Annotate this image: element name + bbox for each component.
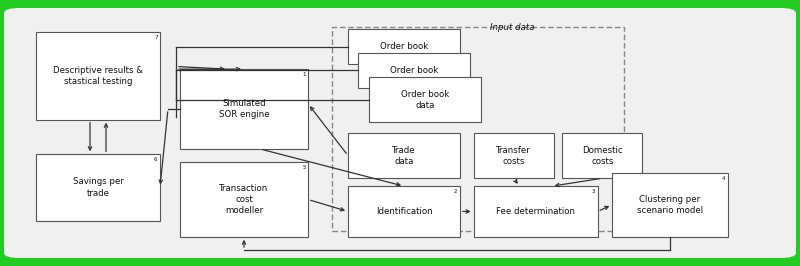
Text: 4: 4 <box>722 176 726 181</box>
Text: Savings per
trade: Savings per trade <box>73 177 123 198</box>
Text: Input data: Input data <box>490 23 534 32</box>
Text: 6: 6 <box>154 157 158 162</box>
Bar <box>36 154 160 221</box>
Text: Fee determination: Fee determination <box>496 207 575 216</box>
Text: Identification: Identification <box>376 207 432 216</box>
Bar <box>348 29 460 64</box>
Text: Descriptive results &
stastical testing: Descriptive results & stastical testing <box>53 66 143 86</box>
Text: Transfer
costs: Transfer costs <box>496 146 531 166</box>
Bar <box>358 53 470 88</box>
Text: Order book: Order book <box>390 66 438 75</box>
Bar <box>36 32 160 120</box>
Bar <box>474 186 598 237</box>
Text: Simulated
SOR engine: Simulated SOR engine <box>218 99 270 119</box>
Text: 7: 7 <box>154 35 158 40</box>
Text: 2: 2 <box>454 189 458 194</box>
Text: Trade
data: Trade data <box>392 146 416 166</box>
Text: 1: 1 <box>302 72 306 77</box>
Bar <box>332 27 624 231</box>
Bar <box>348 133 460 178</box>
Text: 3: 3 <box>592 189 595 194</box>
Text: Order book
data: Order book data <box>401 90 449 110</box>
Bar <box>348 186 460 237</box>
Text: 5: 5 <box>302 165 306 170</box>
Bar <box>562 133 642 178</box>
Bar <box>180 162 308 237</box>
Text: Order book: Order book <box>380 42 428 51</box>
Bar <box>612 173 728 237</box>
Bar <box>474 133 554 178</box>
Text: Transaction
cost
modeller: Transaction cost modeller <box>219 184 269 215</box>
Text: Clustering per
scenario model: Clustering per scenario model <box>637 195 703 215</box>
Bar <box>180 69 308 149</box>
Text: Domestic
costs: Domestic costs <box>582 146 622 166</box>
Bar <box>369 77 481 122</box>
